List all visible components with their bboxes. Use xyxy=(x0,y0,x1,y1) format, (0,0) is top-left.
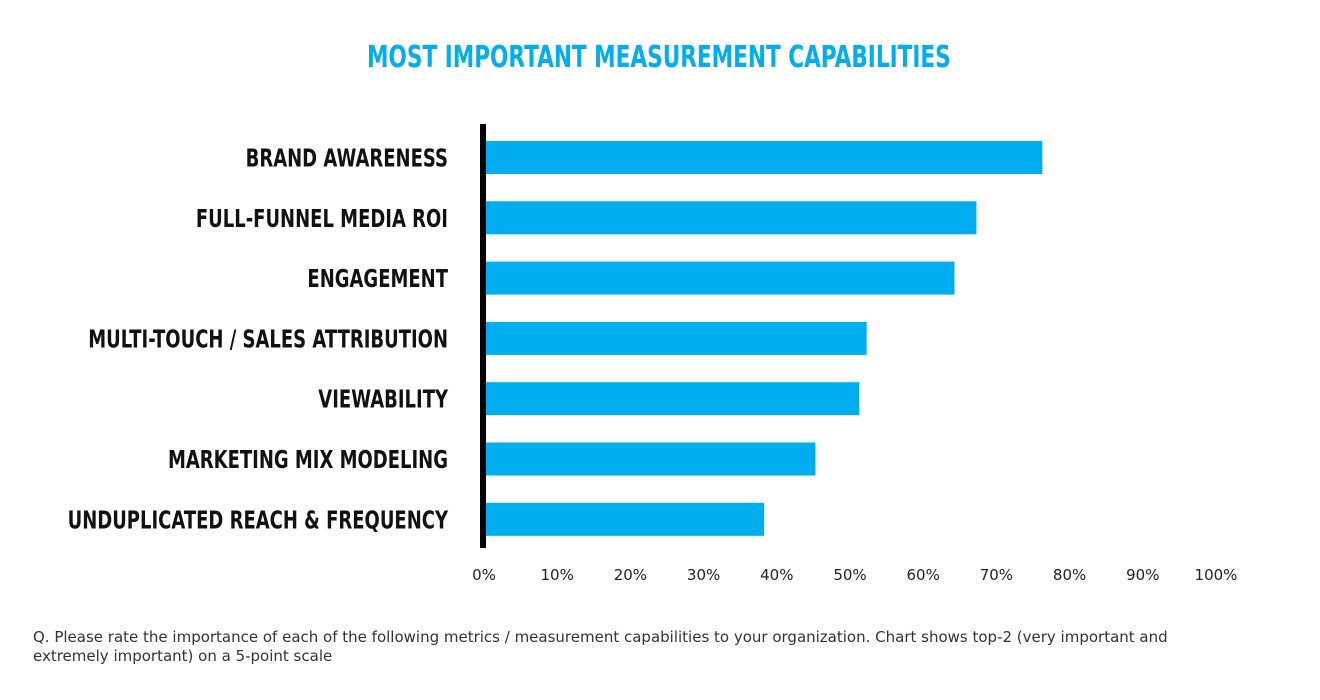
bar-chart: BRAND AWARENESS FULL-FUNNEL MEDIA ROI ENGA… xyxy=(68,124,1238,584)
bar xyxy=(486,201,977,235)
bar xyxy=(486,502,765,536)
bar xyxy=(486,141,1043,174)
x-tick-label: 70% xyxy=(980,566,1013,584)
category-label: VIEWABILITY xyxy=(318,386,448,415)
x-tick-label: 50% xyxy=(833,566,866,584)
bar xyxy=(486,442,816,476)
category-label: MARKETING MIX MODELING xyxy=(168,446,448,475)
x-tick-label: 10% xyxy=(541,566,574,584)
bar xyxy=(486,261,955,295)
chart-title: MOST IMPORTANT MEASUREMENT CAPABILITIES xyxy=(367,40,951,75)
x-tick-label: 20% xyxy=(614,566,647,584)
footnote: Q. Please rate the importance of each of… xyxy=(33,628,1168,665)
y-axis-line xyxy=(480,124,486,548)
x-tick-label: 80% xyxy=(1053,566,1086,584)
category-label: MULTI-TOUCH / SALES ATTRIBUTION xyxy=(88,326,448,355)
x-tick-label: 60% xyxy=(907,566,940,584)
bar xyxy=(486,382,860,416)
category-label: FULL-FUNNEL MEDIA ROI xyxy=(196,205,448,234)
x-tick-label: 100% xyxy=(1195,566,1238,584)
bar xyxy=(486,321,867,355)
x-tick-label: 90% xyxy=(1126,566,1159,584)
category-label: UNDUPLICATED REACH & FREQUENCY xyxy=(68,506,449,535)
x-tick-label: 30% xyxy=(687,566,720,584)
x-tick-label: 0% xyxy=(472,566,496,584)
x-tick-label: 40% xyxy=(760,566,793,584)
category-label: ENGAGEMENT xyxy=(307,265,448,294)
category-label: BRAND AWARENESS xyxy=(246,145,448,174)
